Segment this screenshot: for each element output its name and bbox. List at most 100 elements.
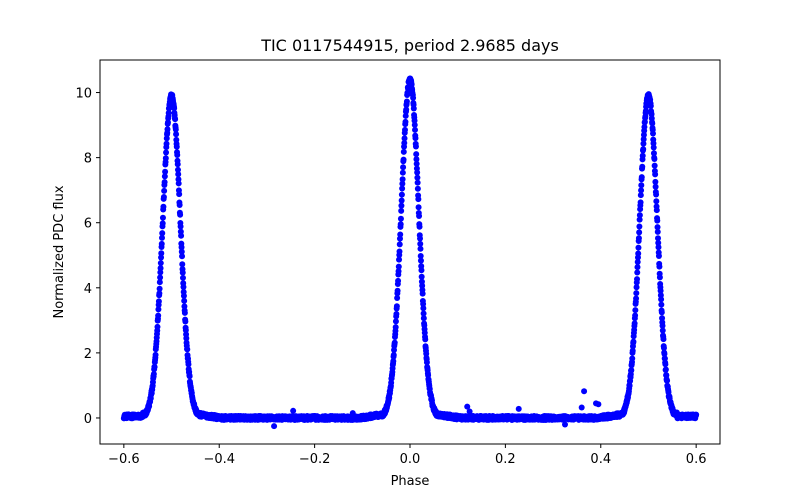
data-point (156, 290, 163, 297)
data-point (655, 244, 662, 251)
data-point (176, 202, 183, 209)
data-point (637, 199, 644, 206)
data-point (396, 241, 403, 248)
data-point (653, 198, 660, 205)
data-point (650, 150, 657, 157)
data-point (177, 223, 184, 230)
data-point (632, 307, 639, 314)
data-point (658, 309, 665, 316)
outlier-point (595, 401, 602, 408)
data-point (398, 191, 405, 198)
x-tick-label: 0.4 (590, 452, 611, 467)
data-point (400, 164, 407, 171)
outlier-point (578, 404, 585, 411)
data-point (164, 126, 171, 133)
data-point (396, 248, 403, 255)
outlier-point (349, 410, 356, 417)
data-point (629, 355, 636, 362)
outlier-point (502, 413, 509, 420)
data-point (632, 312, 639, 319)
data-point (633, 290, 640, 297)
data-point (160, 203, 167, 210)
data-point (174, 161, 181, 168)
data-point (397, 231, 404, 238)
data-point (162, 155, 169, 162)
data-point (182, 327, 189, 334)
data-point (662, 366, 669, 373)
data-point (652, 178, 659, 185)
data-point (413, 160, 420, 167)
data-point (660, 336, 667, 343)
data-point (630, 338, 637, 345)
data-point (636, 212, 643, 219)
data-point (181, 309, 188, 316)
data-point (416, 213, 423, 220)
data-point (664, 377, 671, 384)
data-point (175, 180, 182, 187)
x-axis-label: Phase (391, 474, 430, 489)
y-axis-label: Normalized PDC flux (52, 185, 67, 318)
data-point (659, 322, 666, 329)
data-point (654, 224, 661, 231)
data-point (635, 250, 642, 257)
data-point (419, 282, 426, 289)
data-point (647, 102, 654, 109)
data-point (185, 361, 192, 368)
data-point (155, 312, 162, 319)
data-point (150, 371, 157, 377)
data-point (394, 287, 401, 294)
data-point (181, 297, 188, 304)
data-point (403, 106, 410, 113)
data-point (398, 197, 405, 204)
y-tick-label: 8 (84, 152, 92, 167)
data-point (162, 168, 169, 175)
data-point (633, 284, 640, 291)
data-point (653, 191, 660, 198)
data-point (186, 373, 193, 380)
data-point (160, 193, 167, 200)
data-point (416, 223, 423, 230)
data-point (161, 173, 168, 180)
data-point (656, 274, 663, 281)
data-point (178, 248, 185, 255)
data-point (156, 279, 163, 286)
data-point (413, 151, 420, 158)
data-point (657, 287, 664, 294)
data-point (398, 202, 405, 209)
data-point (403, 98, 410, 105)
x-tick-label: 0.6 (686, 452, 707, 467)
data-point (417, 245, 424, 252)
data-point (151, 364, 158, 371)
data-point (661, 350, 668, 357)
data-point (172, 116, 179, 123)
data-point (693, 411, 700, 418)
data-point (180, 283, 187, 290)
data-point (179, 253, 186, 260)
data-point (174, 166, 181, 173)
outlier-point (581, 388, 588, 395)
data-point (401, 126, 408, 133)
data-point (178, 232, 185, 239)
data-point (415, 204, 422, 211)
data-point (651, 162, 658, 169)
data-point (394, 294, 401, 301)
data-point (634, 276, 641, 283)
data-point (650, 144, 657, 151)
data-point (178, 244, 185, 251)
data-point (642, 108, 649, 115)
outlier-point (290, 407, 297, 414)
data-point (420, 305, 427, 312)
data-point (171, 105, 178, 112)
data-point (653, 207, 660, 214)
data-point (161, 187, 168, 194)
data-point (174, 152, 181, 158)
data-point (393, 303, 400, 310)
data-point (401, 140, 408, 147)
data-point (634, 264, 641, 271)
data-point (401, 135, 408, 142)
data-point (411, 121, 418, 128)
data-point (634, 269, 641, 276)
data-point (157, 265, 164, 272)
data-point (157, 260, 164, 267)
data-point (636, 229, 643, 236)
